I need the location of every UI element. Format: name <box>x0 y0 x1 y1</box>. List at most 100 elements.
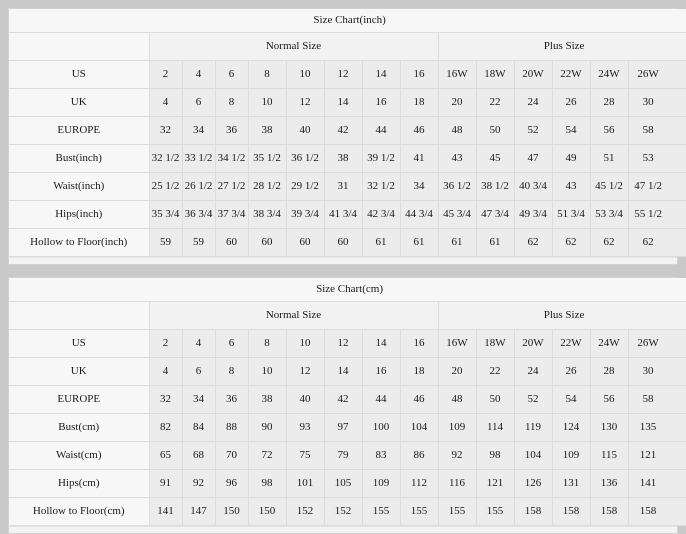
cell: 65 <box>149 442 182 470</box>
cell: 48 <box>438 117 476 145</box>
cell: 8 <box>215 89 248 117</box>
cell: 26W <box>628 61 686 89</box>
row-label-hips: Hips(inch) <box>9 201 149 229</box>
cell: 18 <box>400 358 438 386</box>
cell: 24 <box>514 89 552 117</box>
cell: 16 <box>400 330 438 358</box>
row-label-europe: EUROPE <box>9 117 149 145</box>
cell: 24 <box>514 358 552 386</box>
cell: 109 <box>362 470 400 498</box>
cell: 38 1/2 <box>476 173 514 201</box>
cell: 92 <box>438 442 476 470</box>
cell: 116 <box>438 470 476 498</box>
cell-text: 62 <box>629 236 686 248</box>
cell: 25 1/2 <box>149 173 182 201</box>
cell-text: 26W <box>629 68 686 80</box>
cell: 10 <box>286 61 324 89</box>
row-label-europe: EUROPE <box>9 386 149 414</box>
cell: 58 <box>628 386 686 414</box>
cell: 27 1/2 <box>215 173 248 201</box>
cell: 34 <box>182 117 215 145</box>
cell: 38 <box>324 145 362 173</box>
cell: 131 <box>552 470 590 498</box>
cell-text: 158 <box>629 505 686 517</box>
cell: 12 <box>324 330 362 358</box>
cell: 6 <box>182 89 215 117</box>
cell: 91 <box>149 470 182 498</box>
cell: 121 <box>476 470 514 498</box>
cell: 114 <box>476 414 514 442</box>
cell: 51 <box>590 145 628 173</box>
cell: 59 <box>182 229 215 257</box>
cell: 152 <box>286 498 324 526</box>
cell: 112 <box>400 470 438 498</box>
cell: 47 3/4 <box>476 201 514 229</box>
cell: 8 <box>248 330 286 358</box>
cell: 136 <box>590 470 628 498</box>
cell: 50 <box>476 117 514 145</box>
cell: 58 <box>628 117 686 145</box>
cell-text: 121 <box>629 449 686 461</box>
cell: 32 1/2 <box>362 173 400 201</box>
row-label-hollow-to-floor: Hollow to Floor(inch) <box>9 229 149 257</box>
cell: 14 <box>362 330 400 358</box>
table-group-header-row: Normal Size Plus Size <box>9 33 686 61</box>
cell: 83 <box>362 442 400 470</box>
cell: 43 <box>552 173 590 201</box>
cell: 130 <box>590 414 628 442</box>
cell: 22 <box>476 358 514 386</box>
cell: 37 3/4 <box>215 201 248 229</box>
cell: 36 1/2 <box>286 145 324 173</box>
cell: 100 <box>362 414 400 442</box>
page-title: Size Chart(inch) <box>9 9 686 33</box>
cell: 14 <box>324 358 362 386</box>
row-label-waist: Waist(inch) <box>9 173 149 201</box>
cell: 45 3/4 <box>438 201 476 229</box>
cell: 62 <box>552 229 590 257</box>
cell: 59 <box>149 229 182 257</box>
cell: 75 <box>286 442 324 470</box>
table-group-header-row: Normal Size Plus Size <box>9 302 686 330</box>
cell: 150 <box>248 498 286 526</box>
row-label-waist: Waist(cm) <box>9 442 149 470</box>
cell: 18W <box>476 330 514 358</box>
cell: 101 <box>286 470 324 498</box>
group-header-plus-size: Plus Size <box>438 302 686 330</box>
cell: 55 1/2 <box>628 201 686 229</box>
cell: 158 <box>590 498 628 526</box>
cell: 20W <box>514 61 552 89</box>
cell: 41 3/4 <box>324 201 362 229</box>
cell: 35 1/2 <box>248 145 286 173</box>
cell: 60 <box>215 229 248 257</box>
cell: 62 <box>590 229 628 257</box>
cell: 26W <box>628 330 686 358</box>
cell: 60 <box>248 229 286 257</box>
cell: 10 <box>286 330 324 358</box>
table-row: Hollow to Floor(inch) 59 59 60 60 60 60 … <box>9 229 686 257</box>
cell: 26 1/2 <box>182 173 215 201</box>
cell: 54 <box>552 386 590 414</box>
cell: 32 1/2 <box>149 145 182 173</box>
cell: 158 <box>628 498 686 526</box>
cell: 147 <box>182 498 215 526</box>
cell: 26 <box>552 358 590 386</box>
table-bottom-spacer <box>9 257 677 264</box>
table-row: Waist(cm) 65 68 70 72 75 79 83 86 92 98 … <box>9 442 686 470</box>
cell: 18 <box>400 89 438 117</box>
cell: 36 3/4 <box>182 201 215 229</box>
cell-text: 47 1/2 <box>629 180 686 192</box>
cell: 53 3/4 <box>590 201 628 229</box>
cell: 8 <box>215 358 248 386</box>
cell: 18W <box>476 61 514 89</box>
table-row: Hips(inch) 35 3/4 36 3/4 37 3/4 38 3/4 3… <box>9 201 686 229</box>
cell: 36 <box>215 386 248 414</box>
cell: 12 <box>286 89 324 117</box>
cell-text: 26W <box>629 337 686 349</box>
cell: 119 <box>514 414 552 442</box>
cell: 49 <box>552 145 590 173</box>
cell: 38 <box>248 386 286 414</box>
cell: 20 <box>438 89 476 117</box>
cell: 45 1/2 <box>590 173 628 201</box>
cell: 104 <box>400 414 438 442</box>
cell-text: 58 <box>629 124 686 136</box>
